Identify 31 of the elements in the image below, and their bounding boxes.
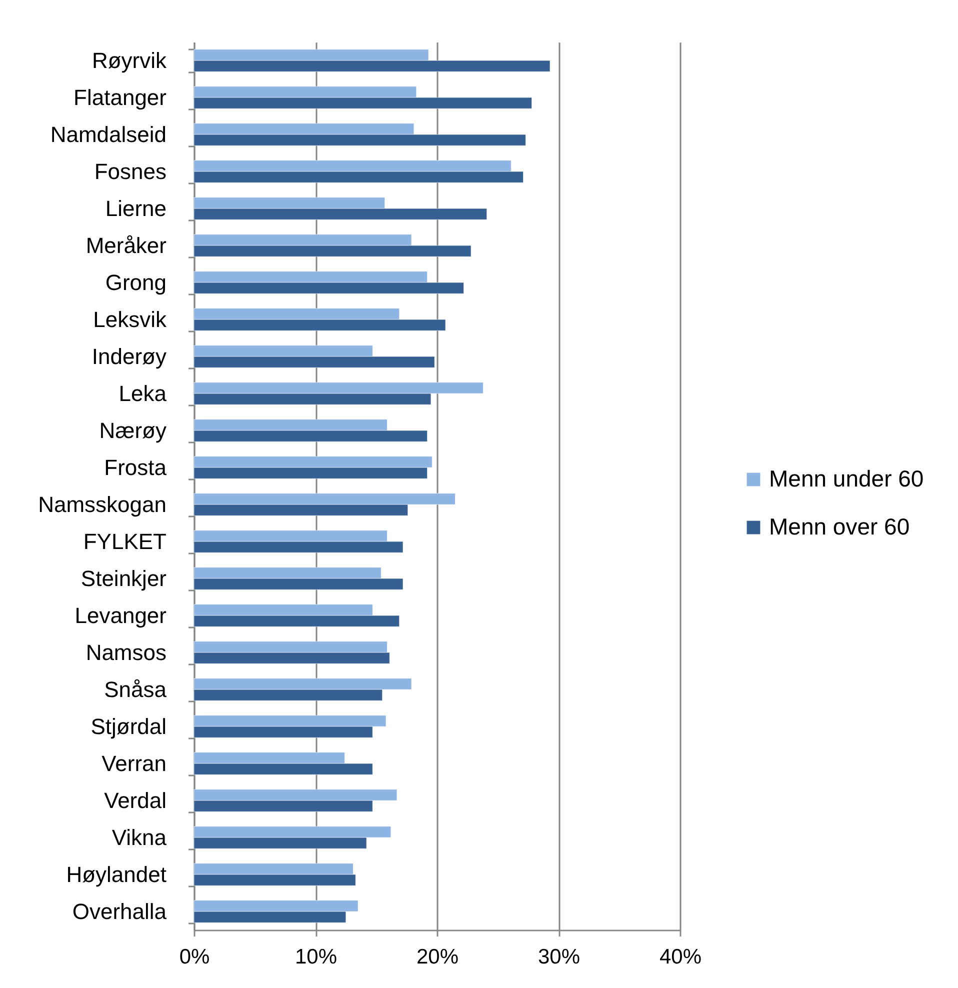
- y-tick-label: Lierne: [105, 196, 166, 221]
- y-tick-label: Steinkjer: [80, 566, 166, 591]
- y-tick-label: Meråker: [86, 233, 166, 258]
- y-tick-label: Leka: [118, 381, 168, 406]
- y-tick-label: Namsskogan: [38, 492, 166, 517]
- y-tick-label: Verdal: [104, 788, 166, 813]
- y-tick-label: Overhalla: [72, 899, 168, 924]
- x-tick-label: 40%: [659, 946, 702, 968]
- y-tick-label: Vikna: [112, 825, 168, 850]
- y-tick-label: FYLKET: [83, 529, 166, 554]
- y-tick-label: Grong: [105, 270, 166, 295]
- y-tick-label: Verran: [102, 751, 166, 776]
- y-tick-label: Snåsa: [104, 677, 168, 702]
- y-tick-label: Namsos: [86, 640, 166, 665]
- x-tick-label: 20%: [416, 946, 459, 968]
- y-tick-label: Leksvik: [93, 307, 168, 332]
- x-tick-label: 0%: [179, 946, 210, 968]
- y-tick-label: Stjørdal: [90, 714, 166, 739]
- y-tick-label: Levanger: [74, 603, 166, 628]
- legend-label: Menn over 60: [769, 514, 910, 540]
- y-tick-label: Frosta: [104, 455, 168, 480]
- y-tick-label: Flatanger: [74, 85, 166, 110]
- x-tick-label: 30%: [538, 946, 580, 968]
- legend-label: Menn under 60: [769, 466, 924, 492]
- y-tick-label: Fosnes: [94, 159, 166, 184]
- y-tick-label: Røyrvik: [92, 48, 168, 73]
- y-tick-label: Nærøy: [99, 418, 166, 443]
- y-tick-label: Namdalseid: [50, 122, 166, 147]
- y-tick-label: Inderøy: [92, 344, 166, 369]
- x-tick-label: 10%: [294, 946, 338, 968]
- y-tick-label: Høylandet: [66, 862, 166, 887]
